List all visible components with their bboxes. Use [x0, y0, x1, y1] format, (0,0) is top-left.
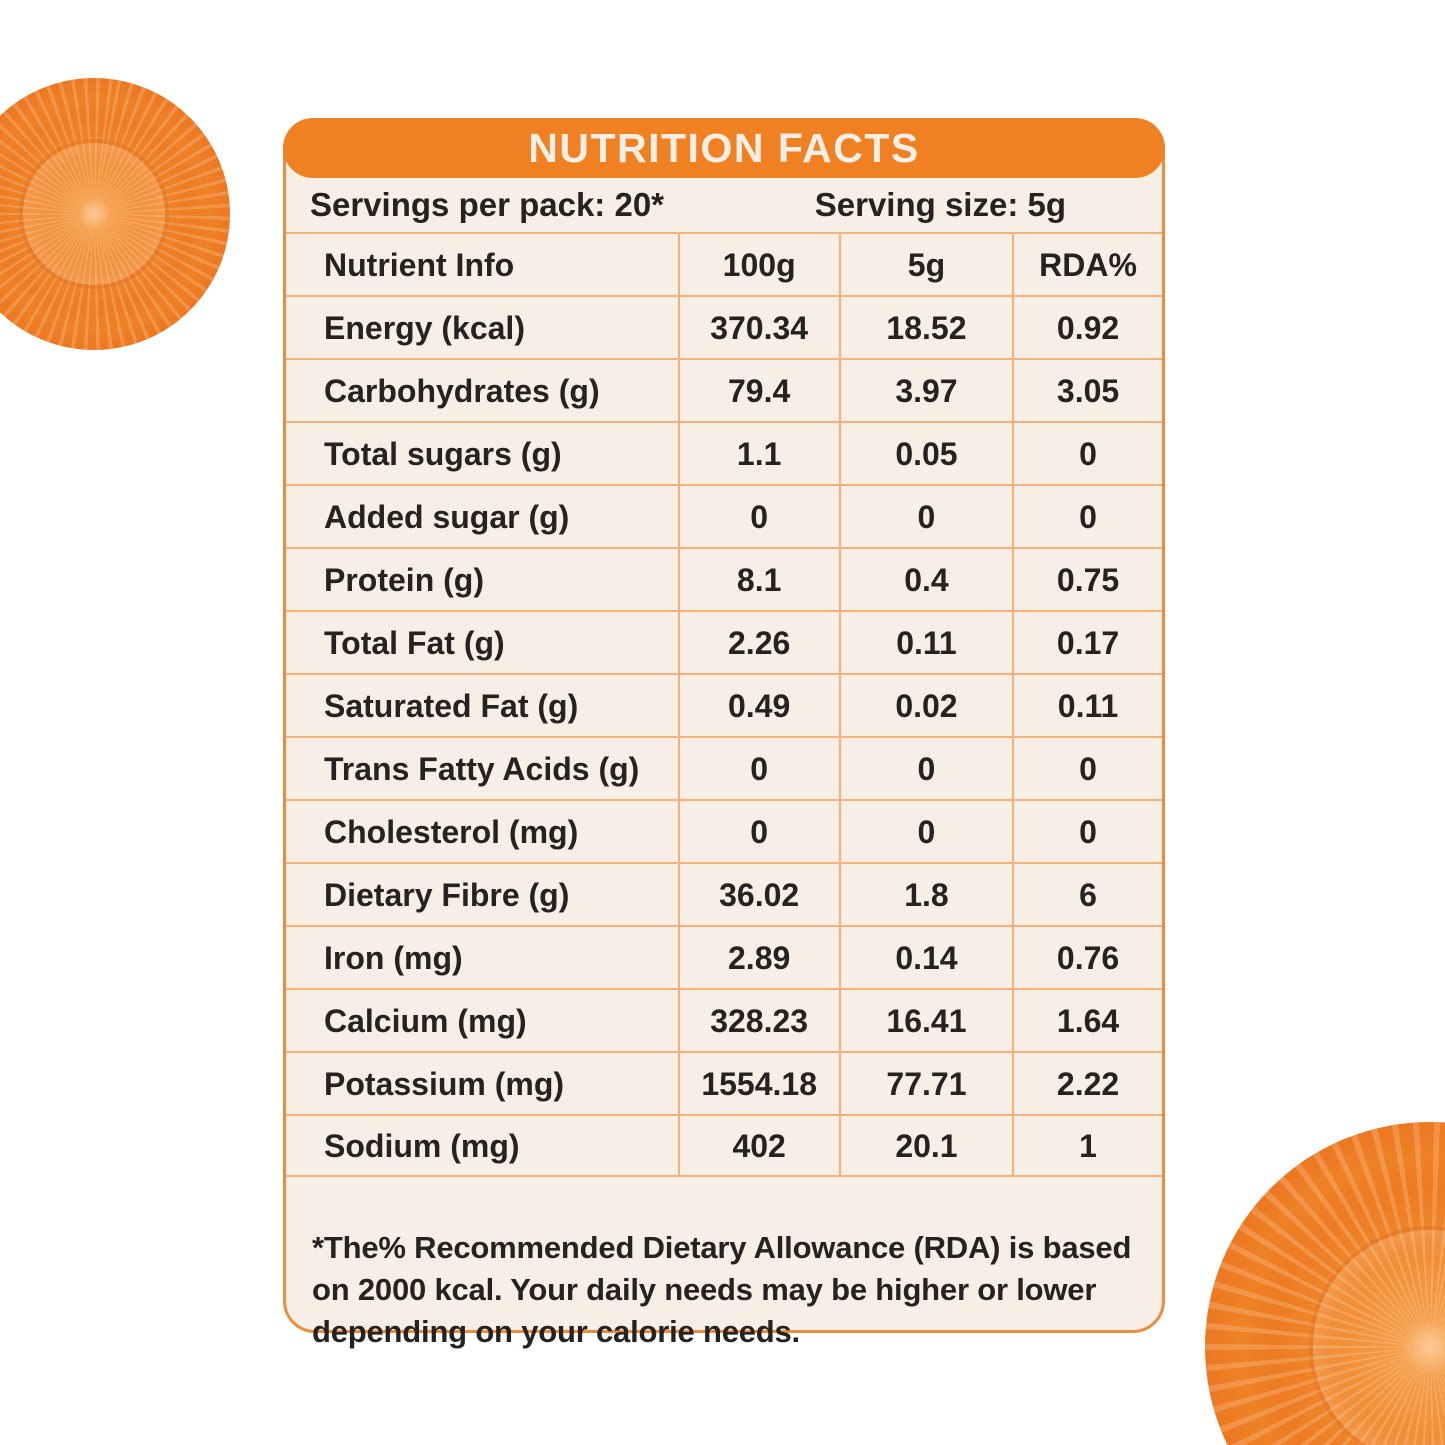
nutrient-label: Total sugars (g) — [286, 421, 678, 484]
nutrient-value: 0.11 — [838, 610, 1013, 673]
nutrient-value: 0.49 — [677, 673, 839, 736]
nutrient-value: 0.14 — [838, 925, 1013, 988]
nutrient-value: 2.22 — [1012, 1051, 1162, 1114]
panel-title: NUTRITION FACTS — [528, 124, 920, 171]
nutrient-value: 0.4 — [838, 547, 1013, 610]
nutrient-value: 0.92 — [1012, 295, 1162, 358]
nutrient-value: 402 — [677, 1114, 839, 1177]
rda-footnote-line: depending on your calorie needs. — [312, 1314, 800, 1350]
nutrient-value: 18.52 — [838, 295, 1013, 358]
servings-per-pack-text: Servings per pack: 20* — [310, 186, 665, 223]
nutrient-value: 1.1 — [677, 421, 839, 484]
nutrient-value: 20.1 — [838, 1114, 1013, 1177]
nutrient-value: 0.11 — [1012, 673, 1162, 736]
nutrient-value: 8.1 — [677, 547, 839, 610]
servings-row: Servings per pack: 20* Serving size: 5g — [286, 178, 1162, 232]
nutrient-value: 328.23 — [677, 988, 839, 1051]
nutrient-value: 0.02 — [838, 673, 1013, 736]
nutrient-label: Carbohydrates (g) — [286, 358, 678, 421]
nutrient-value: 1 — [1012, 1114, 1162, 1177]
nutrient-value: 0 — [677, 799, 839, 862]
nutrient-value: 0 — [838, 799, 1013, 862]
column-header-100g: 100g — [677, 232, 839, 295]
nutrient-value: 0.75 — [1012, 547, 1162, 610]
nutrient-label: Trans Fatty Acids (g) — [286, 736, 678, 799]
nutrient-value: 0 — [838, 736, 1013, 799]
nutrient-value: 1.8 — [838, 862, 1013, 925]
nutrient-label: Added sugar (g) — [286, 484, 678, 547]
rda-footnote-line: *The% Recommended Dietary Allowance (RDA… — [312, 1230, 1132, 1265]
nutrient-value: 3.05 — [1012, 358, 1162, 421]
rda-footnote: *The% Recommended Dietary Allowance (RDA… — [286, 1203, 1162, 1353]
nutrient-value: 0 — [677, 736, 839, 799]
nutrient-value: 3.97 — [838, 358, 1013, 421]
nutrient-value: 1.64 — [1012, 988, 1162, 1051]
nutrient-value: 6 — [1012, 862, 1162, 925]
nutrient-value: 0 — [1012, 736, 1162, 799]
nutrient-value: 370.34 — [677, 295, 839, 358]
nutrient-value: 2.89 — [677, 925, 839, 988]
nutrient-label: Calcium (mg) — [286, 988, 678, 1051]
column-header-nutrient-info: Nutrient Info — [286, 232, 678, 295]
nutrition-table: Nutrient Info 100g 5g RDA% Energy (kcal) 370.… — [286, 232, 1162, 1177]
nutrient-label: Protein (g) — [286, 547, 678, 610]
nutrient-value: 0 — [1012, 421, 1162, 484]
nutrition-facts-panel: NUTRITION FACTS Servings per pack: 20* S… — [283, 118, 1165, 1349]
nutrient-value: 16.41 — [838, 988, 1013, 1051]
nutrient-value: 0 — [677, 484, 839, 547]
column-header-rda: RDA% — [1012, 232, 1162, 295]
nutrient-label: Iron (mg) — [286, 925, 678, 988]
nutrient-value: 36.02 — [677, 862, 839, 925]
nutrient-value: 77.71 — [838, 1051, 1013, 1114]
nutrient-value: 2.26 — [677, 610, 839, 673]
nutrient-label: Dietary Fibre (g) — [286, 862, 678, 925]
nutrient-value: 0.76 — [1012, 925, 1162, 988]
serving-size-text: Serving size: 5g — [814, 186, 1066, 223]
nutrient-value: 0 — [838, 484, 1013, 547]
nutrient-label: Energy (kcal) — [286, 295, 678, 358]
nutrient-label: Total Fat (g) — [286, 610, 678, 673]
column-header-5g: 5g — [838, 232, 1013, 295]
nutrient-value: 1554.18 — [677, 1051, 839, 1114]
carrot-slice-image-top-left — [0, 78, 230, 350]
nutrient-value: 0.05 — [838, 421, 1013, 484]
rda-footnote-line: on 2000 kcal. Your daily needs may be hi… — [312, 1272, 1097, 1308]
nutrient-label: Sodium (mg) — [286, 1114, 678, 1177]
nutrient-label: Cholesterol (mg) — [286, 799, 678, 862]
nutrient-label: Potassium (mg) — [286, 1051, 678, 1114]
nutrient-value: 0.17 — [1012, 610, 1162, 673]
nutrient-value: 0 — [1012, 484, 1162, 547]
carrot-slice-image-bottom-right — [1205, 1122, 1445, 1445]
nutrient-value: 79.4 — [677, 358, 839, 421]
nutrient-value: 0 — [1012, 799, 1162, 862]
panel-header: NUTRITION FACTS — [283, 118, 1165, 178]
nutrient-label: Saturated Fat (g) — [286, 673, 678, 736]
